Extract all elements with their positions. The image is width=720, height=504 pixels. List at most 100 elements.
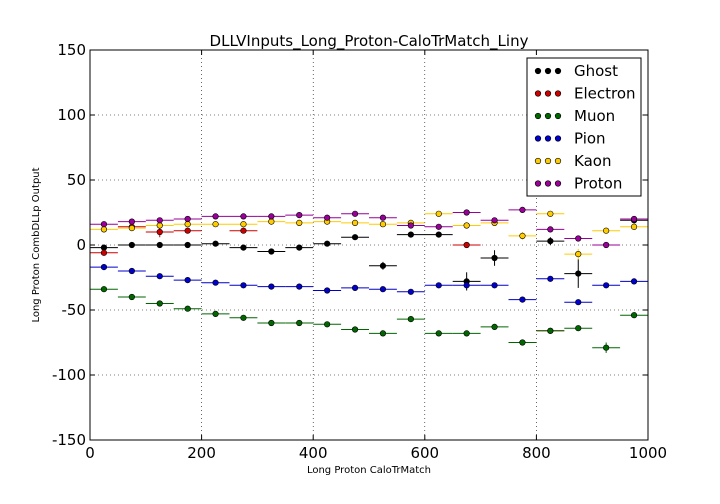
marker [435, 330, 442, 337]
marker [100, 249, 108, 256]
data-point [341, 326, 369, 333]
marker [240, 227, 247, 234]
marker [547, 238, 554, 245]
marker [128, 293, 135, 301]
data-point [508, 206, 537, 213]
data-point [424, 210, 453, 217]
marker [463, 209, 470, 216]
data-point [424, 231, 453, 238]
data-point [285, 319, 314, 327]
legend-marker [534, 67, 542, 75]
data-point [201, 221, 230, 228]
data-point [508, 232, 537, 240]
marker [379, 286, 387, 293]
marker [575, 325, 582, 332]
marker [379, 214, 387, 221]
legend-label: Kaon [574, 152, 611, 170]
marker [547, 226, 554, 233]
axis-ticks: 0 200 400 600 800 1000 -150 -100 -50 0 50 100 150 [52, 41, 667, 462]
marker [296, 212, 303, 219]
legend-marker [544, 180, 552, 187]
data-point [229, 314, 258, 321]
data-point [257, 213, 286, 220]
legend-marker [544, 90, 552, 97]
marker [100, 226, 108, 233]
marker [128, 267, 135, 275]
marker [296, 319, 303, 327]
marker [351, 219, 359, 226]
data-point [313, 321, 342, 328]
marker [324, 321, 331, 328]
marker [630, 223, 638, 230]
marker [603, 282, 610, 289]
data-point [396, 222, 425, 229]
data-point [117, 218, 146, 225]
data-point [229, 221, 258, 228]
legend-label: Electron [574, 85, 636, 103]
legend-marker [544, 135, 552, 142]
y-tick-label: -50 [62, 301, 87, 319]
data-point [145, 217, 174, 224]
legend-marker [554, 135, 562, 142]
marker [268, 213, 275, 220]
y-tick-label: 100 [57, 106, 86, 124]
legend-item-muon: Muon [534, 107, 615, 125]
y-tick-label: 150 [57, 41, 86, 59]
legend: Ghost Electron Muon Pion Kaon Proton [526, 57, 642, 197]
legend-label: Muon [574, 107, 615, 125]
data-point [508, 339, 537, 346]
data-point [285, 244, 314, 251]
x-tick-label: 200 [187, 444, 216, 462]
marker [463, 282, 470, 289]
data-point [592, 282, 621, 289]
marker [575, 235, 582, 242]
legend-item-proton: Proton [534, 175, 622, 193]
data-point [424, 223, 453, 230]
data-point [229, 282, 258, 289]
data-point [173, 215, 202, 223]
data-point [341, 284, 369, 292]
data-point [592, 227, 621, 234]
series-pion [90, 264, 648, 306]
x-tick-label: 400 [299, 444, 328, 462]
marker [547, 327, 554, 334]
marker [128, 218, 135, 225]
data-point [257, 248, 286, 255]
marker [128, 225, 135, 232]
data-point [341, 219, 369, 226]
y-tick-label: 0 [76, 236, 86, 254]
marker [156, 222, 163, 229]
marker [407, 231, 414, 238]
legend-marker [554, 112, 562, 120]
marker [603, 344, 610, 351]
data-point [452, 209, 481, 216]
data-point [229, 227, 258, 234]
y-axis-label: Long Proton CombDLLp Output [31, 167, 42, 322]
marker [240, 314, 247, 321]
data-point [173, 277, 202, 284]
marker [212, 221, 219, 228]
marker [240, 282, 247, 289]
y-tick-label: -150 [52, 431, 86, 449]
marker [519, 296, 526, 303]
marker [156, 241, 163, 249]
y-tick-label: 50 [67, 171, 86, 189]
marker [351, 284, 359, 292]
data-point [201, 310, 230, 318]
marker [407, 222, 414, 229]
marker [575, 251, 582, 258]
data-point [480, 250, 509, 266]
marker [184, 241, 191, 249]
marker [296, 219, 303, 226]
legend-item-kaon: Kaon [534, 152, 611, 170]
marker [491, 323, 498, 331]
plot-area [90, 206, 648, 353]
marker [435, 223, 442, 230]
data-point [452, 330, 481, 337]
data-point [452, 222, 481, 229]
marker [407, 316, 414, 323]
data-point [564, 325, 593, 332]
legend-item-ghost: Ghost [534, 62, 618, 80]
marker [603, 241, 610, 249]
